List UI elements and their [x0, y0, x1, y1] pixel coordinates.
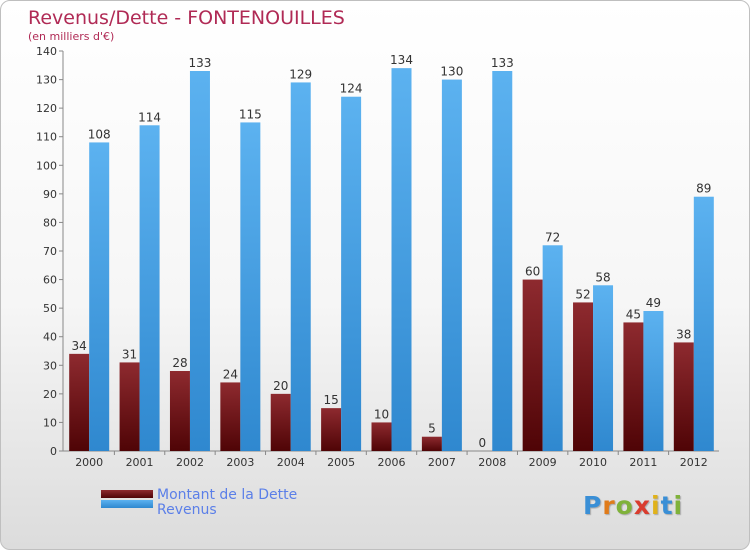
- y-tick-label: 10: [43, 416, 57, 429]
- bar-revenue: [391, 68, 412, 452]
- legend-label-debt: Montant de la Dette: [157, 487, 298, 503]
- data-label-debt: 34: [72, 339, 87, 353]
- bar-debt: [270, 393, 291, 451]
- y-tick-label: 0: [50, 445, 57, 458]
- bar-debt: [623, 322, 644, 451]
- data-label-debt: 5: [428, 422, 436, 436]
- y-tick-label: 110: [36, 131, 57, 144]
- data-label-debt: 60: [525, 265, 540, 279]
- legend-swatch-revenue: [101, 500, 153, 508]
- bar-debt: [119, 362, 140, 451]
- x-tick-label: 2009: [529, 456, 557, 469]
- bar-debt: [371, 422, 392, 451]
- bar-revenue: [492, 71, 513, 451]
- data-label-revenue: 115: [239, 107, 262, 121]
- chart-title: Revenus/Dette - FONTENOUILLES: [28, 7, 345, 29]
- x-tick-label: 2005: [327, 456, 355, 469]
- bar-debt: [169, 371, 190, 451]
- data-label-debt: 38: [676, 327, 691, 341]
- bar-debt: [421, 436, 442, 451]
- x-tick-label: 2008: [478, 456, 506, 469]
- data-label-debt: 0: [478, 436, 486, 450]
- y-tick-label: 130: [36, 74, 57, 87]
- data-label-debt: 52: [575, 287, 590, 301]
- data-label-debt: 31: [122, 347, 137, 361]
- x-tick-label: 2002: [176, 456, 204, 469]
- bar-revenue: [341, 96, 362, 451]
- y-tick-label: 70: [43, 245, 57, 258]
- y-tick-label: 40: [43, 331, 57, 344]
- data-label-revenue: 89: [696, 182, 711, 196]
- x-tick-label: 2003: [226, 456, 254, 469]
- bar-debt: [321, 408, 342, 451]
- proxiti-logo: Proxiti: [583, 491, 684, 520]
- bar-revenue: [290, 82, 311, 451]
- data-label-revenue: 49: [646, 296, 661, 310]
- x-tick-label: 2006: [378, 456, 406, 469]
- legend-label-revenue: Revenus: [157, 502, 217, 518]
- y-tick-label: 100: [36, 159, 57, 172]
- bar-revenue: [240, 122, 261, 451]
- y-tick-label: 80: [43, 216, 57, 229]
- bar-revenue: [139, 125, 160, 452]
- y-tick-label: 60: [43, 274, 57, 287]
- data-label-revenue: 124: [340, 82, 363, 96]
- x-tick-label: 2000: [75, 456, 103, 469]
- data-label-debt: 45: [626, 307, 641, 321]
- bar-debt: [69, 353, 90, 451]
- bar-debt: [573, 302, 594, 451]
- x-tick-label: 2004: [277, 456, 305, 469]
- y-tick-label: 30: [43, 359, 57, 372]
- x-tick-label: 2012: [680, 456, 708, 469]
- data-label-debt: 20: [273, 379, 288, 393]
- data-label-revenue: 133: [189, 56, 212, 70]
- y-tick-label: 120: [36, 102, 57, 115]
- legend-swatch-debt: [101, 490, 153, 498]
- bar-revenue: [542, 245, 563, 451]
- data-label-revenue: 133: [491, 56, 514, 70]
- x-tick-label: 2001: [126, 456, 154, 469]
- data-label-revenue: 108: [88, 127, 111, 141]
- data-label-debt: 15: [323, 393, 338, 407]
- bar-revenue: [643, 311, 664, 451]
- data-label-revenue: 72: [545, 230, 560, 244]
- y-tick-label: 90: [43, 188, 57, 201]
- x-tick-label: 2011: [629, 456, 657, 469]
- data-label-revenue: 134: [390, 53, 413, 67]
- data-label-revenue: 130: [440, 65, 463, 79]
- y-tick-label: 20: [43, 388, 57, 401]
- y-tick-label: 140: [36, 45, 57, 58]
- bar-debt: [522, 279, 543, 451]
- y-tick-label: 50: [43, 302, 57, 315]
- bar-revenue: [441, 79, 462, 452]
- bar-revenue: [693, 196, 714, 451]
- data-label-revenue: 58: [595, 270, 610, 284]
- data-label-revenue: 129: [289, 67, 312, 81]
- chart-subtitle: (en milliers d'€): [28, 30, 115, 43]
- bar-revenue: [593, 285, 614, 451]
- bar-revenue: [189, 71, 210, 451]
- bar-debt: [673, 342, 694, 451]
- data-label-debt: 28: [172, 356, 187, 370]
- data-label-revenue: 114: [138, 110, 161, 124]
- bar-debt: [220, 382, 241, 451]
- data-label-debt: 24: [223, 367, 238, 381]
- x-tick-label: 2007: [428, 456, 456, 469]
- data-label-debt: 10: [374, 407, 389, 421]
- bar-revenue: [89, 142, 110, 451]
- x-tick-label: 2010: [579, 456, 607, 469]
